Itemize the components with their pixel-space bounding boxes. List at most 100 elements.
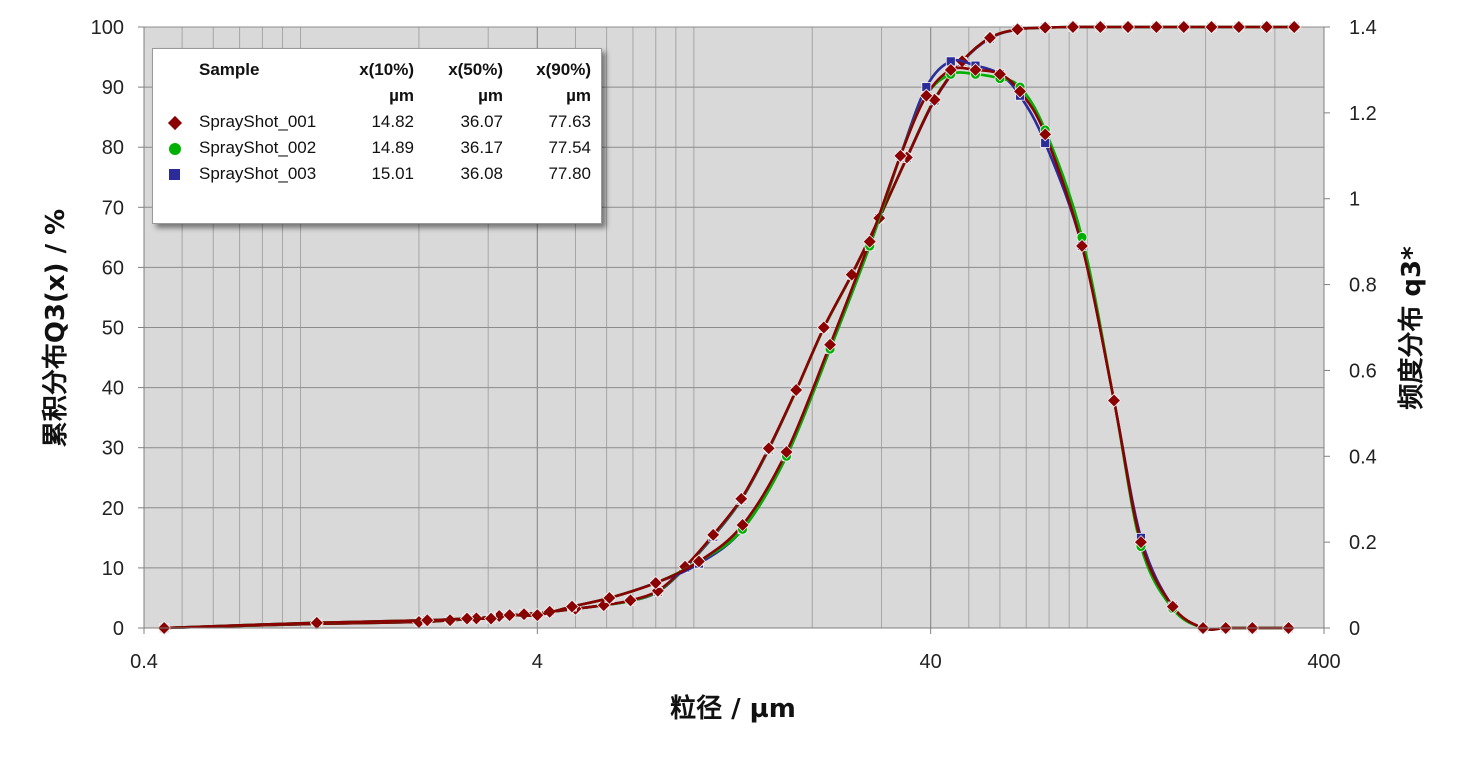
legend-sample-name: SprayShot_001: [199, 112, 317, 131]
y-left-tick-label: 90: [102, 77, 124, 99]
data-point-diamond: [1165, 599, 1180, 614]
legend-row: SprayShot_003 15.01 36.08 77.80: [167, 161, 591, 187]
data-point-diamond: [779, 444, 794, 460]
legend-x90-value: 77.63: [548, 112, 591, 131]
data-point-diamond: [309, 615, 324, 630]
y-right-tick-label: 0.4: [1349, 446, 1377, 468]
circle-marker-icon: [169, 142, 181, 155]
legend-x90-value: 77.80: [548, 164, 591, 183]
legend-units-marker: [167, 83, 199, 109]
data-point-diamond: [483, 611, 499, 626]
data-point-diamond: [968, 62, 983, 77]
legend-units-sample: [199, 83, 354, 109]
legend-header-x50: x(50%): [448, 60, 503, 79]
legend-header-marker: [167, 57, 199, 83]
data-point-diamond: [1106, 393, 1122, 408]
series-layer: [157, 19, 1302, 636]
data-point-diamond: [1065, 19, 1081, 35]
data-point-diamond: [919, 88, 934, 103]
data-point-diamond: [862, 234, 877, 249]
data-point-diamond: [602, 590, 617, 606]
data-point-diamond: [1120, 19, 1136, 35]
legend-x10-value: 14.82: [371, 112, 414, 131]
data-point-diamond: [502, 608, 517, 623]
y-left-tick-label: 50: [102, 318, 124, 340]
legend-unit-x10: µm: [389, 86, 414, 105]
data-point-diamond: [982, 30, 998, 45]
y-left-tick-label: 10: [102, 558, 124, 580]
data-point-diamond: [1149, 19, 1164, 35]
axes-layer: 0 10 20 30 40 50 60 70 80 90 100 0 0.2 0.4 0.6 0.8 1 1.2 1…: [91, 17, 1377, 673]
data-point-diamond: [992, 67, 1007, 82]
data-point-diamond: [1133, 535, 1149, 550]
legend-header-x10: x(10%): [359, 60, 414, 79]
legend-marker-cell: [167, 135, 199, 161]
x-tick-label: 4: [532, 651, 543, 673]
legend: Sample x(10%) x(50%) x(90%) µm µm µm Spr…: [152, 48, 602, 224]
y-left-tick-label: 20: [102, 498, 124, 520]
legend-header-x90: x(90%): [536, 60, 591, 79]
legend-units-row: µm µm µm: [167, 83, 591, 109]
y-right-tick-label: 1.2: [1349, 103, 1377, 125]
legend-marker-cell: [167, 161, 199, 187]
legend-marker-cell: [167, 109, 199, 135]
legend-x90-value: 77.54: [548, 138, 591, 157]
data-point-diamond: [943, 62, 958, 77]
legend-unit-x50: µm: [478, 86, 503, 105]
y-left-tick-label: 60: [102, 257, 124, 279]
y-left-tick-label: 30: [102, 438, 124, 460]
data-point-diamond: [893, 148, 908, 163]
y-left-tick-label: 40: [102, 378, 124, 400]
data-point-diamond: [1038, 127, 1053, 142]
data-point-diamond: [735, 517, 750, 533]
legend-header-sample: Sample: [199, 60, 260, 79]
legend-unit-x90: µm: [566, 86, 591, 105]
y-left-axis-title: 累积分布Q3(x) / %: [41, 209, 71, 447]
data-point-diamond: [1093, 19, 1108, 35]
y-left-tick-label: 100: [91, 17, 124, 39]
legend-row: SprayShot_002 14.89 36.17 77.54: [167, 135, 591, 161]
legend-x50-value: 36.17: [460, 138, 503, 157]
legend-sample-name: SprayShot_003: [199, 164, 317, 183]
data-point-diamond: [1012, 84, 1028, 99]
data-point-diamond: [648, 575, 663, 590]
legend-row: SprayShot_001 14.82 36.07 77.63: [167, 109, 591, 135]
y-left-tick-label: 0: [113, 618, 124, 640]
data-point-diamond: [816, 320, 831, 335]
data-point-diamond: [761, 441, 776, 456]
y-right-tick-label: 0.8: [1349, 275, 1377, 297]
data-point-diamond: [516, 607, 532, 622]
square-marker-icon: [169, 169, 180, 181]
data-point-diamond: [1231, 19, 1246, 35]
legend-x50-value: 36.08: [460, 164, 503, 183]
y-right-tick-label: 0.2: [1349, 532, 1377, 554]
data-point-diamond: [459, 611, 475, 626]
y-right-tick-label: 1.4: [1349, 17, 1377, 39]
data-point-diamond: [734, 491, 749, 506]
data-point-diamond: [789, 382, 804, 398]
density_q3-series-line: [164, 66, 1289, 631]
diamond-marker-icon: [167, 115, 183, 130]
legend-sample-name: SprayShot_002: [199, 138, 317, 157]
y-left-tick-label: 80: [102, 137, 124, 159]
data-point-diamond: [623, 593, 638, 608]
data-point-diamond: [1038, 20, 1053, 35]
y-left-tick-label: 70: [102, 197, 124, 219]
y-right-tick-label: 0: [1349, 618, 1360, 640]
legend-x10-value: 15.01: [371, 164, 414, 183]
data-point-diamond: [1176, 19, 1191, 35]
data-point-diamond: [1074, 238, 1090, 254]
legend-header-row: Sample x(10%) x(50%) x(90%): [167, 57, 591, 83]
data-point-diamond: [530, 608, 545, 623]
y-right-tick-label: 1: [1349, 189, 1360, 211]
data-point-diamond: [1204, 19, 1219, 35]
legend-x50-value: 36.07: [460, 112, 503, 131]
data-point-diamond: [1010, 22, 1025, 37]
data-point-diamond: [420, 613, 435, 628]
x-tick-label: 0.4: [130, 651, 158, 673]
data-point-diamond: [691, 554, 706, 569]
data-point-diamond: [1259, 19, 1274, 35]
y-right-tick-label: 0.6: [1349, 360, 1377, 382]
legend-x10-value: 14.89: [371, 138, 414, 157]
